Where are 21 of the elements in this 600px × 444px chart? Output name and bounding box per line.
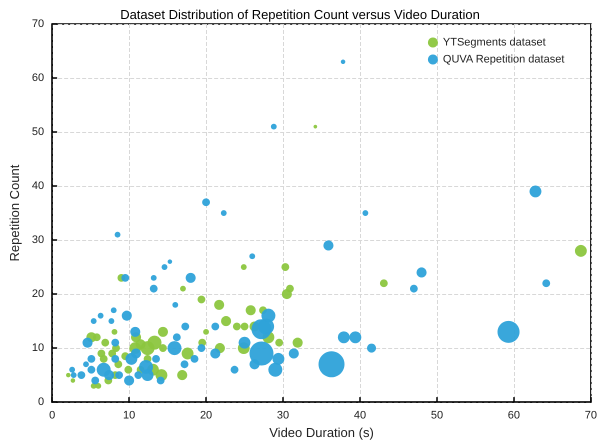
y-axis-title: Repetition Count [7,164,22,262]
x-tick-label: 40 [354,410,366,422]
y-tick-label: 40 [32,180,44,192]
y-tick-label: 70 [32,18,44,30]
x-tick-label: 70 [584,410,598,422]
y-tick-label: 0 [38,396,44,408]
x-tick-label: 10 [122,410,136,422]
y-tick-label: 50 [32,126,44,138]
x-tick-label: 50 [430,410,444,422]
x-tick-label: 20 [200,410,212,422]
x-tick-label: 30 [276,410,290,422]
legend-label: QUVA Repetition dataset [442,54,564,66]
chart-title: Dataset Distribution of Repetition Count versus Video Duration [120,7,480,22]
y-tick-label: 10 [32,342,44,354]
x-axis-title: Video Duration (s) [269,425,374,440]
x-tick-label: 0 [49,410,56,422]
legend-label: YTSegments dataset [442,36,546,48]
y-tick-label: 60 [32,72,44,84]
y-tick-label: 20 [32,288,44,300]
x-tick-label: 60 [508,410,520,422]
y-tick-label: 30 [32,234,44,246]
